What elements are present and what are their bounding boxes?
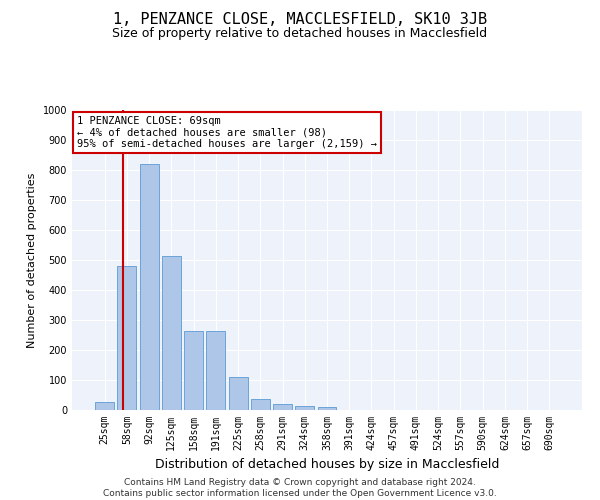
Bar xyxy=(206,330,225,410)
Bar xyxy=(118,266,136,410)
Bar xyxy=(184,330,203,410)
Text: Size of property relative to detached houses in Macclesfield: Size of property relative to detached ho… xyxy=(112,28,488,40)
Bar xyxy=(317,408,337,410)
Bar xyxy=(251,398,270,410)
Bar xyxy=(95,402,114,410)
Bar xyxy=(229,377,248,410)
Text: 1 PENZANCE CLOSE: 69sqm
← 4% of detached houses are smaller (98)
95% of semi-det: 1 PENZANCE CLOSE: 69sqm ← 4% of detached… xyxy=(77,116,377,149)
Bar xyxy=(295,406,314,410)
Bar xyxy=(162,256,181,410)
Text: 1, PENZANCE CLOSE, MACCLESFIELD, SK10 3JB: 1, PENZANCE CLOSE, MACCLESFIELD, SK10 3J… xyxy=(113,12,487,28)
Bar xyxy=(140,164,158,410)
X-axis label: Distribution of detached houses by size in Macclesfield: Distribution of detached houses by size … xyxy=(155,458,499,471)
Bar xyxy=(273,404,292,410)
Y-axis label: Number of detached properties: Number of detached properties xyxy=(27,172,37,348)
Text: Contains HM Land Registry data © Crown copyright and database right 2024.
Contai: Contains HM Land Registry data © Crown c… xyxy=(103,478,497,498)
